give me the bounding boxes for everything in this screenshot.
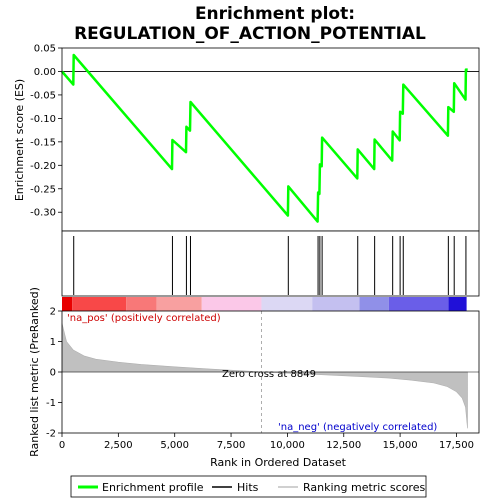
es-axis-label: Enrichment score (ES) — [13, 79, 26, 201]
metric-ytick-label: 2 — [50, 307, 56, 318]
ranking-metric-area — [61, 323, 468, 429]
heat-bar-segment — [201, 297, 262, 311]
x-axis: 0 2,500 5,000 7,500 10,000 12,500 15,000 17,500 — [59, 433, 474, 451]
chart-title-line1: Enrichment plot: — [195, 4, 355, 24]
metric-axis-label: Ranked list metric (PreRanked) — [28, 287, 41, 457]
x-tick-label: 17,500 — [439, 440, 474, 451]
metric-panel: 2 1 0 -1 -2 — [46, 307, 480, 440]
heat-bar-segment — [156, 297, 202, 311]
metric-frame — [61, 310, 480, 434]
legend-box — [70, 475, 427, 498]
x-tick-label: 15,000 — [383, 440, 418, 451]
hits-panel — [61, 230, 480, 311]
legend-label-enrichment: Enrichment profile — [102, 481, 204, 494]
chart-title-line2: REGULATION_OF_ACTION_POTENTIAL — [74, 24, 426, 44]
neg-label: 'na_neg' (negatively correlated) — [278, 422, 437, 433]
x-axis-label: Rank in Ordered Dataset — [210, 456, 347, 469]
heat-bar-segment — [312, 297, 360, 311]
es-ytick-label: -0.25 — [30, 184, 56, 195]
es-ytick-label: -0.10 — [30, 114, 56, 125]
es-plot-area — [62, 48, 479, 231]
es-ytick-label: -0.05 — [30, 90, 56, 101]
heat-bar-segment — [261, 297, 313, 311]
enrichment-profile-line — [61, 53, 468, 223]
x-tick-label: 10,000 — [270, 440, 305, 451]
heat-bar-segment — [62, 297, 73, 311]
x-tick-label: 7,500 — [217, 440, 246, 451]
x-tick-label: 0 — [59, 440, 65, 451]
es-ytick-label: 0.05 — [34, 44, 56, 55]
es-ytick-label: -0.20 — [30, 161, 56, 172]
zero-cross-label: Zero cross at 8849 — [222, 369, 316, 380]
metric-ytick-label: -1 — [46, 398, 56, 409]
es-panel: 0.05 0.00 -0.05 -0.10 -0.15 -0.20 -0.25 -0.30 — [30, 44, 480, 232]
x-tick-label: 12,500 — [326, 440, 361, 451]
pos-label: 'na_pos' (positively correlated) — [67, 313, 221, 324]
heat-bar-segment — [448, 297, 467, 311]
metric-ytick-label: 0 — [50, 368, 56, 379]
heat-bar-segment — [72, 297, 127, 311]
es-ytick-label: 0.00 — [34, 67, 56, 78]
metric-ytick-label: 1 — [50, 337, 56, 348]
heat-bar-segment — [126, 297, 157, 311]
legend-label-hits: Hits — [237, 481, 259, 494]
x-tick-label: 2,500 — [104, 440, 133, 451]
hits-frame — [61, 230, 480, 297]
metric-ytick-label: -2 — [46, 429, 56, 440]
es-ytick-label: -0.30 — [30, 208, 56, 219]
legend: Enrichment profile Hits Ranking metric s… — [70, 475, 427, 498]
x-tick-label: 5,000 — [160, 440, 189, 451]
heat-bar-segment — [359, 297, 389, 311]
heat-bar-segment — [388, 297, 449, 311]
legend-label-metric: Ranking metric scores — [303, 481, 425, 494]
es-ytick-label: -0.15 — [30, 137, 56, 148]
